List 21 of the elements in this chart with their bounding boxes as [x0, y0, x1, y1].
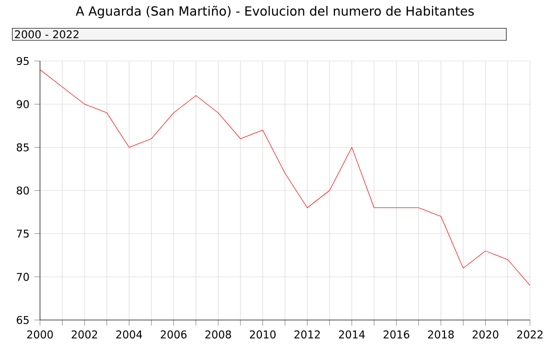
- y-tick-label: 70: [16, 272, 29, 281]
- x-tick-label: 2010: [250, 330, 276, 338]
- y-tick-label: 75: [16, 230, 29, 238]
- y-tick-label: 95: [16, 56, 29, 66]
- y-tick-label: 85: [16, 143, 29, 152]
- x-tick-label: 2018: [428, 330, 454, 338]
- x-tick-label: 2000: [27, 330, 53, 338]
- y-tick-label: 90: [16, 100, 29, 108]
- x-tick-label: 2014: [339, 330, 365, 338]
- text: 2000 - 2022: [15, 30, 78, 38]
- y-tick-label: 80: [16, 186, 29, 195]
- x-tick-label: 2004: [116, 330, 142, 338]
- x-tick-label: 2008: [205, 330, 232, 338]
- x-tick-label: 2006: [160, 330, 187, 338]
- x-tick-label: 2020: [472, 330, 498, 338]
- x-tick-label: 2016: [384, 330, 410, 338]
- x-tick-label: 2012: [294, 330, 320, 338]
- y-tick-label: 65: [16, 316, 29, 324]
- x-tick-label: 2002: [72, 330, 98, 338]
- chart-title: A Aguarda (San Martiño) - Evolucion del numero de Habitantes: [76, 6, 474, 18]
- x-tick-label: 2022: [517, 330, 542, 338]
